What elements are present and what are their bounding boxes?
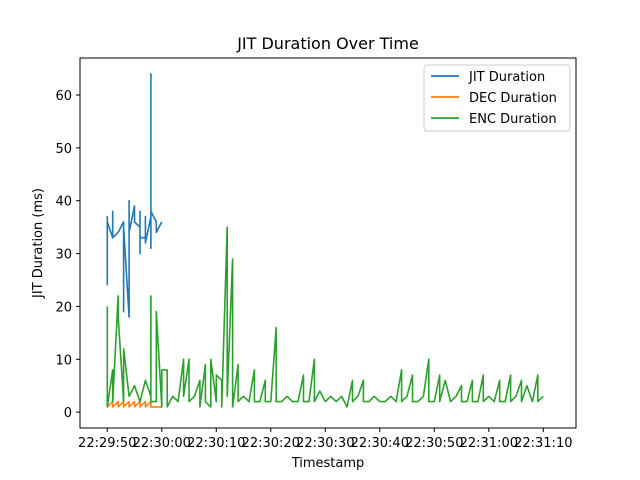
series-line-enc-duration [106, 226, 544, 408]
y-tick-label: 10 [55, 353, 72, 368]
y-tick-label: 20 [55, 300, 72, 315]
y-axis: 0 10 20 30 40 50 60 [55, 89, 80, 421]
series-line-jit-duration [106, 73, 163, 318]
y-tick-label: 30 [55, 248, 72, 263]
legend: JIT Duration DEC Duration ENC Duration [423, 64, 571, 132]
legend-label: JIT Duration [468, 70, 545, 85]
y-tick-label: 50 [55, 142, 72, 157]
y-tick-label: 60 [55, 89, 72, 104]
chart-title: JIT Duration Over Time [236, 34, 419, 53]
series-layer [106, 73, 544, 408]
x-axis: 22:29:5022:30:0022:30:1022:30:2022:30:30… [78, 428, 572, 451]
x-tick-label: 22:30:20 [242, 436, 300, 451]
legend-label: DEC Duration [469, 91, 557, 106]
legend-box [423, 64, 571, 132]
x-axis-label: Timestamp [291, 456, 365, 471]
axes-frame [79, 57, 577, 429]
y-axis-label: JIT Duration (ms) [31, 188, 46, 299]
x-tick-label: 22:31:10 [514, 436, 572, 451]
x-tick-label: 22:30:50 [405, 436, 463, 451]
x-tick-label: 22:31:00 [460, 436, 518, 451]
y-tick-label: 0 [64, 406, 72, 421]
plot-area [79, 57, 577, 429]
x-tick-label: 22:30:00 [133, 436, 191, 451]
x-tick-label: 22:30:10 [187, 436, 245, 451]
x-tick-label: 22:30:30 [296, 436, 354, 451]
y-tick-label: 40 [55, 195, 72, 210]
x-tick-label: 22:30:40 [351, 436, 409, 451]
legend-label: ENC Duration [469, 112, 557, 127]
x-tick-label: 22:29:50 [78, 436, 136, 451]
